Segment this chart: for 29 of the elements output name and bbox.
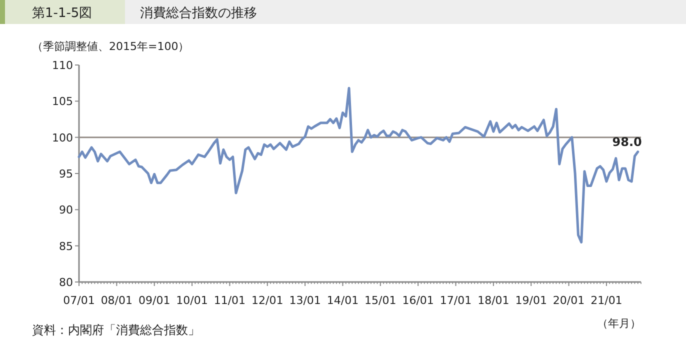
x-tick-label: 15/01 [364, 294, 396, 307]
y-tick-label: 90 [59, 204, 73, 217]
x-tick-label: 16/01 [402, 294, 434, 307]
chart-title: 第1-1-5図 [32, 6, 92, 21]
y-tick-label: 100 [52, 131, 73, 144]
y-tick-label: 105 [52, 95, 73, 108]
x-tick-label: 11/01 [214, 294, 246, 307]
x-axis-title: （年月） [597, 317, 641, 330]
x-tick-label: 21/01 [590, 294, 622, 307]
text: 資料：内閣府「消費総合指数」 [32, 323, 200, 337]
y-tick-label: 95 [59, 168, 73, 180]
x-tick-label: 17/01 [440, 294, 472, 307]
x-tick-label: 12/01 [252, 294, 284, 307]
y-tick-label: 110 [52, 59, 73, 72]
y-tick-label: 85 [59, 240, 73, 253]
x-tick-label: 18/01 [478, 294, 510, 307]
line-series [78, 86, 640, 244]
x-tick-label: 20/01 [552, 294, 585, 307]
y-axis-title: （季節調整値、2015年=100） [32, 40, 190, 53]
x-tick-label: 14/01 [326, 294, 359, 307]
x-tick-label: 08/01 [100, 294, 133, 307]
x-tick-label: 13/01 [289, 294, 321, 307]
y-tick-label: 80 [59, 276, 73, 289]
annotation: 98.0 [612, 134, 642, 149]
x-tick-label: 09/01 [138, 294, 170, 307]
chart-subtitle: 消費総合指数の推移 [140, 6, 257, 21]
x-tick-label: 19/01 [515, 294, 547, 307]
x-tick-label: 07/01 [63, 294, 95, 307]
x-tick-label: 10/01 [176, 294, 208, 307]
